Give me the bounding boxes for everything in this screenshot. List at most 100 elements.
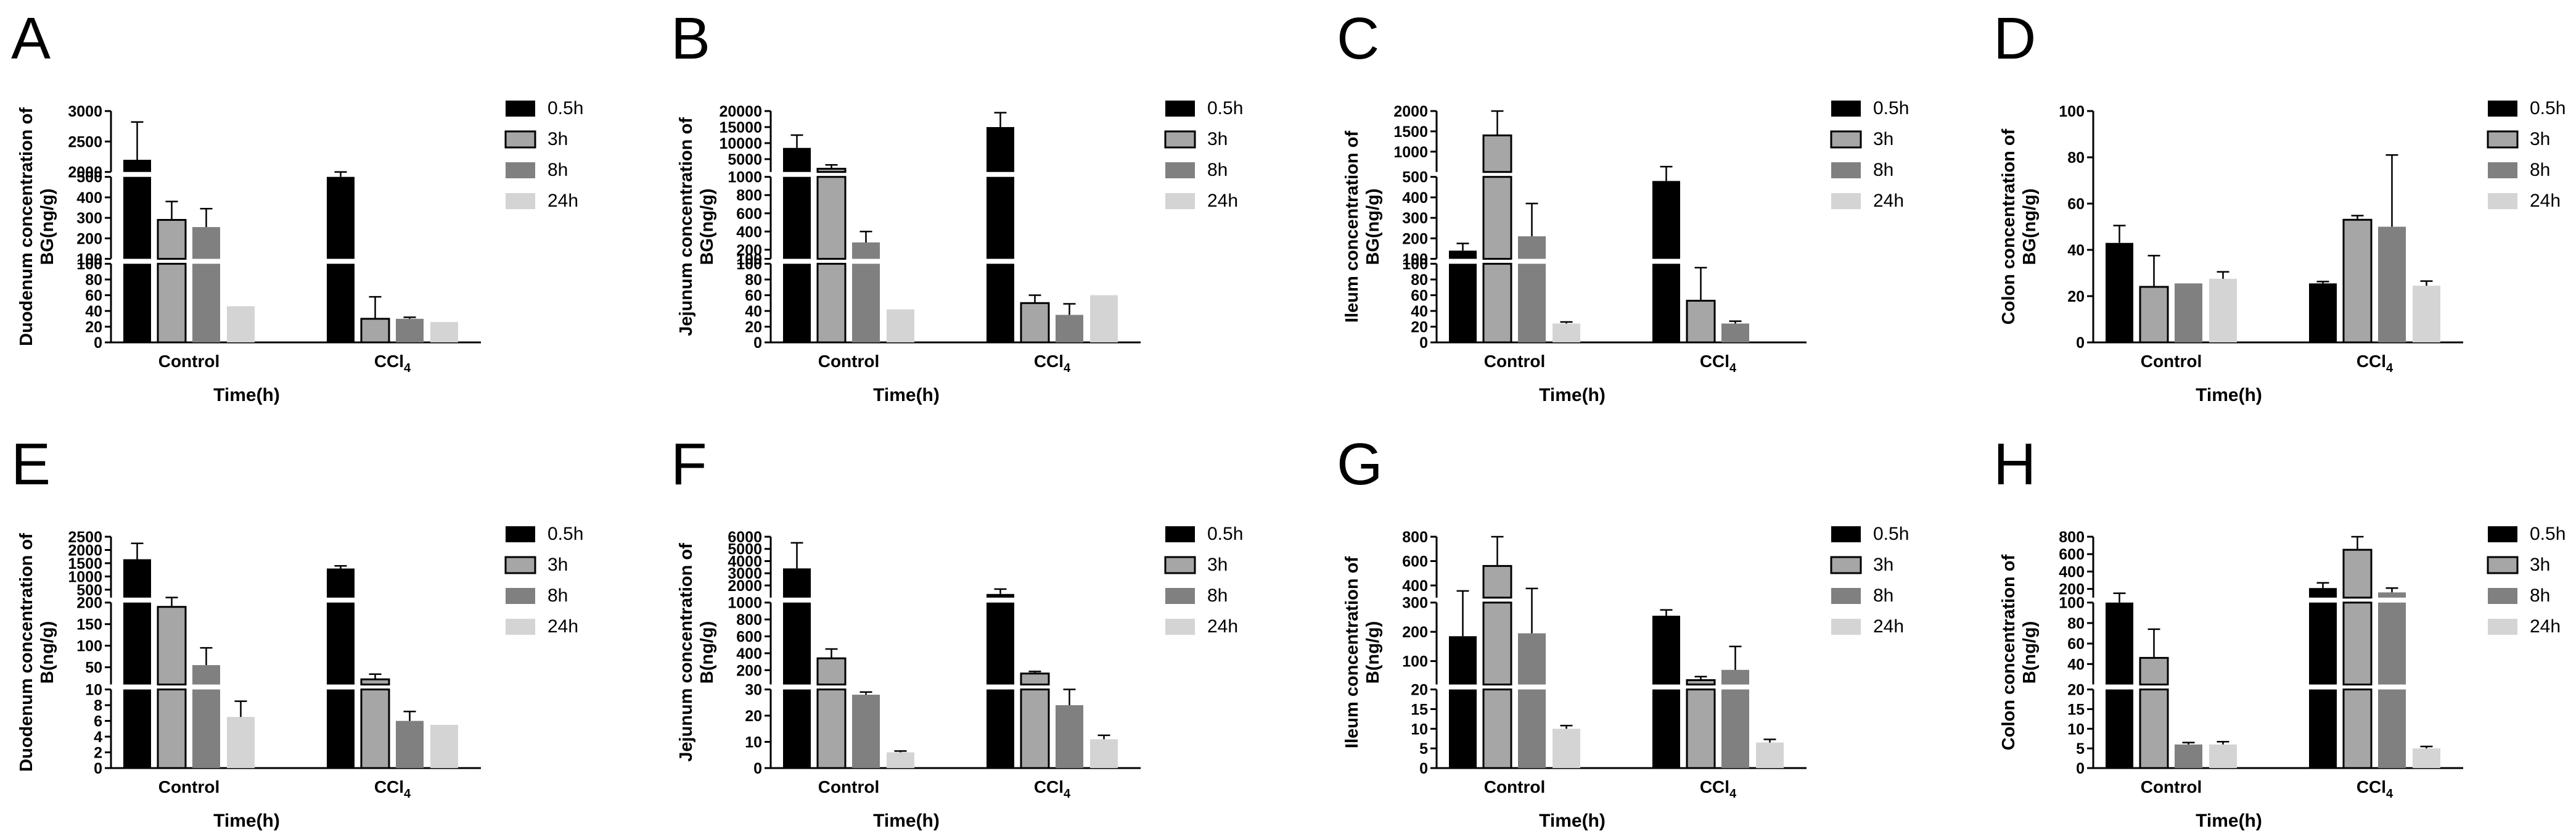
y-axis-title: Colon concentration ofBG(ng/g) <box>1999 128 2040 325</box>
bar-8h-Control <box>1518 236 1546 259</box>
bar-8h-Control <box>1518 689 1546 768</box>
category-label-main: CCl <box>374 777 404 796</box>
bar-8h-CCl4 <box>2378 689 2406 768</box>
bar-0.5h-Control <box>783 602 811 685</box>
category-label-subscript: 4 <box>1729 362 1737 375</box>
y-tick-label: 60 <box>2067 635 2085 653</box>
bar-8h-CCl4 <box>2378 226 2406 342</box>
y-tick-label: 0 <box>1419 760 1428 777</box>
y-tick-label: 300 <box>76 210 102 227</box>
bar-3h-Control <box>157 606 187 686</box>
bar-0.5h-CCl4 <box>987 126 1014 172</box>
y-tick-label: 500 <box>1402 169 1428 186</box>
category-label-subscript: 4 <box>404 362 411 375</box>
y-axis-title: Ileum concentration ofBG(ng/g) <box>1342 131 1383 323</box>
y-axis-title-line1: Jejunum concentration of <box>676 117 696 336</box>
bar-3h-CCl4 <box>1686 688 1716 769</box>
legend-label-24h: 24h <box>1207 191 1238 211</box>
y-axis-title-line2: B(ng/g) <box>38 621 57 684</box>
bar-0.5h-Control <box>1449 263 1477 342</box>
legend-label-24h: 24h <box>1873 191 1904 211</box>
category-label: Control <box>158 777 220 796</box>
panel-letter: G <box>1337 431 1383 497</box>
legend-label-8h: 8h <box>1207 160 1228 180</box>
category-label: Control <box>2141 352 2202 371</box>
y-tick-label: 400 <box>736 645 762 663</box>
y-tick-label: 60 <box>85 287 102 305</box>
y-tick-label: 0 <box>753 334 762 352</box>
legend-swatch-0.5h <box>1165 101 1195 117</box>
bar-8h-CCl4 <box>396 721 424 768</box>
y-tick-label: 5000 <box>728 541 762 558</box>
bar-0.5h-Control <box>2106 242 2133 342</box>
legend-label-3h: 3h <box>2530 129 2550 149</box>
y-tick-label: 60 <box>1411 287 1428 305</box>
y-tick-label: 2000 <box>68 542 102 559</box>
legend-swatch-24h <box>2488 619 2517 635</box>
bar-3h-CCl4 <box>1020 672 1050 686</box>
y-axis-title-line1: Duodenum concentration of <box>17 107 36 346</box>
y-tick-label: 400 <box>736 223 762 241</box>
bar-24h-Control <box>2209 278 2237 342</box>
bar-3h-Control <box>1482 688 1512 769</box>
bar-8h-Control <box>852 695 880 768</box>
y-tick-label: 800 <box>1402 529 1428 546</box>
legend-swatch-3h <box>1830 130 1862 149</box>
bar-24h-CCl4 <box>1090 295 1118 342</box>
y-tick-label: 10 <box>85 682 102 699</box>
legend-label-3h: 3h <box>1207 129 1228 149</box>
y-tick-label: 80 <box>2067 615 2085 632</box>
bar-24h-Control <box>2209 744 2237 768</box>
y-tick-label: 100 <box>76 638 102 655</box>
bar-3h-CCl4 <box>2342 218 2373 344</box>
legend-swatch-8h <box>1165 588 1195 604</box>
legend-swatch-8h <box>506 588 535 604</box>
y-tick-label: 20 <box>2067 288 2085 305</box>
bar-0.5h-Control <box>783 263 811 342</box>
category-label-main: CCl <box>1700 777 1729 796</box>
bar-3h-CCl4 <box>360 318 390 344</box>
category-label-main: CCl <box>1034 777 1064 796</box>
y-axis-title-line2: B(ng/g) <box>1363 621 1383 684</box>
bar-24h-Control <box>1553 729 1580 768</box>
legend-label-3h: 3h <box>2530 555 2550 575</box>
bar-8h-Control <box>192 263 220 342</box>
y-tick-label: 800 <box>736 611 762 629</box>
y-tick-label: 400 <box>2059 563 2085 581</box>
bar-0.5h-Control <box>783 147 811 172</box>
bar-8h-CCl4 <box>1721 323 1749 342</box>
y-tick-label: 2500 <box>68 529 102 546</box>
y-tick-label: 40 <box>745 303 762 320</box>
y-axis-title-line2: BG(ng/g) <box>2020 188 2040 265</box>
panel-B: B020406080100100200400600800100050001000… <box>671 6 1243 405</box>
bar-8h-Control <box>852 263 880 342</box>
bar-24h-CCl4 <box>1090 739 1118 768</box>
panel-letter: H <box>1993 431 2036 497</box>
y-tick-label: 100 <box>76 251 102 268</box>
category-label-main: CCl <box>1700 352 1729 371</box>
bar-8h-Control <box>1518 263 1546 342</box>
bar-0.5h-Control <box>123 176 151 259</box>
legend-label-0.5h: 0.5h <box>1207 524 1243 544</box>
bar-0.5h-Control <box>123 602 151 685</box>
category-label-subscript: 4 <box>404 787 411 801</box>
y-axis-title: Jejunum concentration ofBG(ng/g) <box>676 117 717 336</box>
y-tick-label: 100 <box>1402 653 1428 671</box>
legend-swatch-24h <box>1831 619 1861 635</box>
legend-label-3h: 3h <box>1207 555 1228 575</box>
bar-8h-CCl4 <box>396 318 424 342</box>
bar-24h-Control <box>227 306 255 342</box>
x-axis-title: Time(h) <box>1539 811 1606 831</box>
bar-3h-CCl4 <box>1686 299 1716 344</box>
y-tick-label: 15 <box>1411 701 1428 718</box>
y-tick-label: 600 <box>736 205 762 223</box>
y-tick-label: 0 <box>94 334 102 352</box>
legend-swatch-3h <box>2487 556 2519 574</box>
x-axis-title: Time(h) <box>2196 811 2262 831</box>
y-tick-label: 4000 <box>728 553 762 570</box>
y-tick-label: 10 <box>1411 721 1428 738</box>
legend-label-0.5h: 0.5h <box>1873 524 1909 544</box>
category-label: Control <box>158 352 220 371</box>
legend-label-8h: 8h <box>2530 160 2550 180</box>
